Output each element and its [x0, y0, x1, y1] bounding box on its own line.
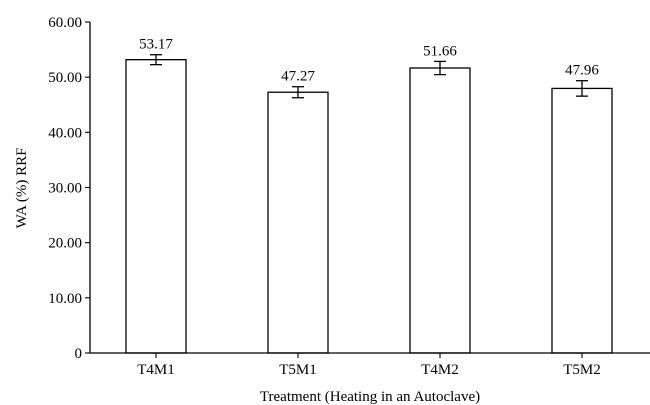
- y-axis-title: WA (%) RRF: [14, 148, 30, 229]
- x-tick-label-t4m2: T4M2: [421, 362, 459, 378]
- x-tick-label-t5m2: T5M2: [563, 362, 601, 378]
- y-tick-label: 60.00: [48, 15, 82, 31]
- data-label-t5m2: 47.96: [565, 63, 599, 79]
- bar-t5m1: [267, 91, 329, 354]
- y-tick-label: 50.00: [48, 70, 82, 86]
- bars-layer: [125, 59, 613, 354]
- bar-t4m1: [125, 59, 187, 354]
- x-tick-label-t4m1: T4M1: [137, 362, 175, 378]
- x-axis-title: Treatment (Heating in an Autoclave): [260, 389, 480, 405]
- error-bar-t5m2: [576, 80, 588, 97]
- y-tick-label: 10.00: [48, 291, 82, 307]
- x-tick-label-t5m1: T5M1: [279, 362, 317, 378]
- y-tick-label: 0: [75, 346, 83, 362]
- error-bar-t4m1: [150, 54, 162, 66]
- data-label-t4m1: 53.17: [139, 37, 173, 53]
- data-label-t4m2: 51.66: [423, 43, 457, 59]
- error-bar-t4m2: [434, 60, 446, 76]
- error-bars-layer: [150, 54, 588, 99]
- data-labels-layer: 53.17 47.27 51.66 47.96: [139, 37, 599, 85]
- bar-t4m2: [409, 67, 471, 354]
- y-tick-label: 40.00: [48, 125, 82, 141]
- error-bar-t5m1: [292, 86, 304, 99]
- y-tick-label: 20.00: [48, 236, 82, 252]
- axes-layer: 0 10.00 20.00 30.00 40.00 50.00 60.00 T4M1 T5M1 T…: [48, 15, 650, 378]
- bar-t5m2: [551, 87, 613, 354]
- y-tick-label: 30.00: [48, 181, 82, 197]
- data-label-t5m1: 47.27: [281, 69, 315, 85]
